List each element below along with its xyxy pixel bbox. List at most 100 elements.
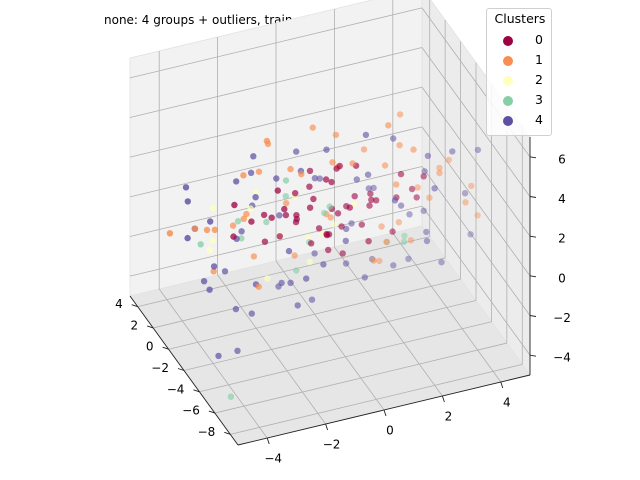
point-cluster-1-5 [468,182,475,190]
point-cluster-1-144 [255,283,262,290]
legend-label-1: 1 [535,52,543,67]
point-cluster-0-169 [230,233,237,240]
point-cluster-0-157 [281,205,288,213]
axes-grid [129,0,531,439]
x-tick-3 [325,423,329,431]
legend-marker-3 [503,96,513,106]
point-cluster-0-104 [333,165,340,172]
point-cluster-4-14 [390,262,397,269]
point-cluster-4-101 [276,212,283,219]
point-cluster-4-88 [287,279,294,286]
legend-marker-2 [503,76,513,86]
point-cluster-4-31 [365,185,372,192]
y-tick-label-0: 4 [115,297,123,311]
point-cluster-0-45 [397,170,405,178]
point-cluster-2-47 [331,221,338,228]
legend-marker-4 [503,116,513,126]
z-tick-label-0: 6 [558,152,566,166]
point-cluster-0-132 [261,238,269,245]
legend-marker-0 [503,36,513,46]
x-tick-4 [266,437,270,445]
point-cluster-1-100 [332,131,340,139]
point-cluster-0-35 [420,173,427,180]
point-cluster-1-50 [410,146,417,153]
point-cluster-1-110 [349,160,356,167]
point-cluster-3-150 [282,177,290,184]
z-tick-2 [529,235,537,238]
point-cluster-4-33 [342,260,350,267]
point-cluster-0-127 [276,233,283,240]
point-cluster-4-22 [370,184,377,192]
legend: Clusters 0 1 2 3 4 [486,8,552,136]
legend-entry-4: 4 [503,111,547,131]
y-tick-6 [224,431,231,435]
point-cluster-0-59 [366,202,373,209]
point-cluster-0-83 [325,246,332,254]
point-cluster-1-175 [263,137,271,145]
point-cluster-4-172 [210,263,218,270]
point-cluster-3-27 [401,232,408,239]
grid-z-back-0 [129,7,423,79]
z-tick-1 [529,196,537,198]
point-cluster-1-19 [414,184,421,191]
point-cluster-4-39 [361,274,368,281]
legend-marker-1 [503,56,513,66]
point-cluster-0-65 [365,238,372,245]
legend-title: Clusters [494,11,546,26]
y-tick-1 [147,325,154,329]
z-tick-label-1: 4 [558,192,566,206]
point-cluster-4-9 [423,228,430,236]
point-cluster-1-63 [393,181,400,188]
point-cluster-4-185 [184,234,191,242]
y-tick-2 [162,346,169,350]
point-cluster-4-17 [423,237,431,245]
point-cluster-4-60 [353,176,360,183]
point-cluster-4-81 [278,279,285,287]
point-cluster-0-129 [292,218,300,226]
point-cluster-2-165 [247,205,254,212]
z-tick-5 [529,354,537,357]
point-cluster-4-43 [308,296,316,303]
point-cluster-4-130 [232,305,240,313]
point-cluster-0-98 [315,225,323,232]
grid-z-side-3 [421,126,531,277]
y-tick-label-5: −6 [182,404,200,418]
point-cluster-4-182 [207,218,214,225]
legend-label-4: 4 [535,112,543,127]
grid-z-back-3 [129,126,423,198]
point-cluster-4-126 [285,247,293,255]
point-cluster-0-68 [373,197,380,204]
point-cluster-1-93 [291,252,298,259]
point-cluster-4-164 [200,278,208,285]
grid-z-side-4 [421,166,531,316]
point-cluster-1-153 [255,168,263,175]
point-cluster-0-55 [339,250,346,257]
point-cluster-4-37 [348,220,355,227]
grid-y-floor-1 [153,257,446,329]
point-cluster-0-72 [351,193,358,200]
grid-z-side-2 [421,86,531,237]
point-cluster-4-154 [250,153,257,160]
point-cluster-4-139 [221,268,229,275]
point-cluster-4-141 [215,352,222,360]
point-cluster-4-184 [184,198,191,205]
z-tick-3 [529,275,537,278]
point-cluster-1-168 [210,268,217,275]
y-tick-5 [208,410,215,414]
point-cluster-4-103 [303,275,310,282]
point-cluster-0-158 [274,187,281,194]
y-tick-0 [131,304,138,308]
point-cluster-1-147 [229,222,237,229]
x-tick-label-4: −4 [264,452,282,466]
point-cluster-1-23 [426,194,433,201]
legend-entry-0: 0 [503,31,547,51]
point-cluster-2-76 [304,233,311,241]
point-cluster-4-2 [461,190,469,197]
point-cluster-0-36 [389,228,396,235]
point-cluster-1-1 [474,212,481,219]
point-cluster-4-142 [247,169,255,176]
point-cluster-1-82 [385,122,392,129]
point-cluster-4-11 [421,168,428,175]
point-cluster-4-38 [390,135,397,142]
y-tick-4 [193,389,200,393]
